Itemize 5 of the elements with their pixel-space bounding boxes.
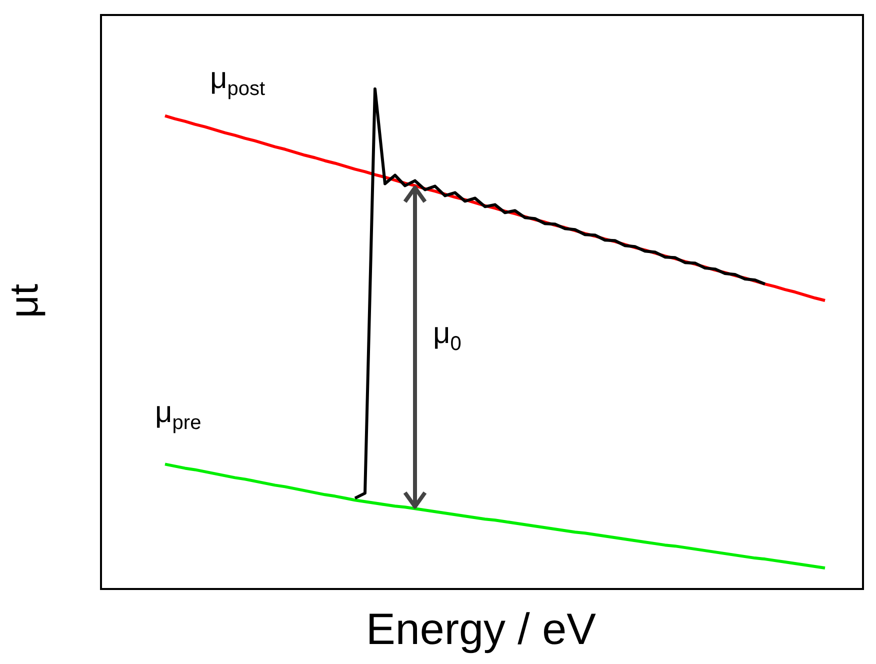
annotation: μ$_{post}$ bbox=[210, 62, 266, 101]
annotation: μ$_{pre}$ bbox=[155, 396, 202, 436]
y-axis-title: μt bbox=[2, 284, 48, 318]
annotation: μ$_{0}$ bbox=[433, 317, 462, 356]
x-axis-title: Energy / eV bbox=[365, 605, 597, 655]
